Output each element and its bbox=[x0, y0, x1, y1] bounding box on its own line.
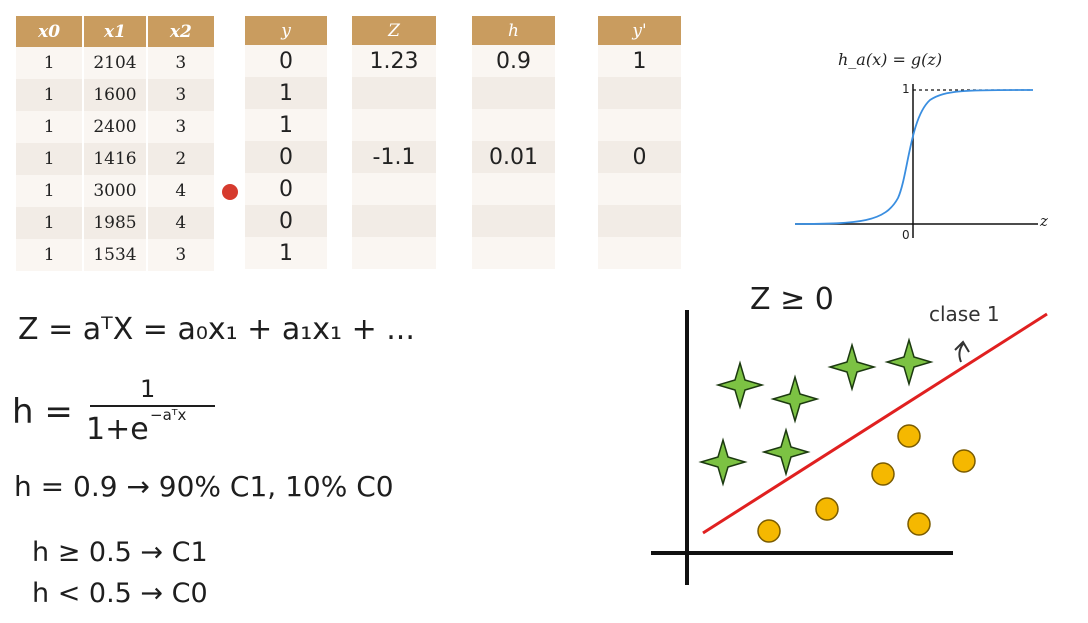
table-row: 1 1985 4 bbox=[16, 207, 214, 239]
table-row: 1 1416 2 bbox=[16, 143, 214, 175]
header-yprime: y' bbox=[598, 16, 681, 45]
table-row: 1 1534 3 bbox=[16, 239, 214, 271]
z-cell bbox=[352, 77, 436, 109]
z-cell: -1.1 bbox=[352, 141, 436, 173]
yprime-cell bbox=[598, 237, 681, 269]
sigmoid-title: h_a(x) = g(z) bbox=[838, 50, 943, 69]
z-column: Z 1.23 -1.1 bbox=[352, 16, 436, 269]
y-cell: 0 bbox=[245, 205, 327, 237]
table-row: 1 2400 3 bbox=[16, 111, 214, 143]
yprime-cell bbox=[598, 173, 681, 205]
circle-point bbox=[757, 519, 781, 543]
note-fraction-num: 1 bbox=[140, 375, 156, 403]
header-z: Z bbox=[352, 16, 436, 45]
label-pointer bbox=[954, 340, 970, 363]
circle-point bbox=[871, 462, 895, 486]
classifier-svg bbox=[651, 310, 1048, 585]
y-cell: 1 bbox=[245, 237, 327, 269]
note-line1: Z = aᵀX = a₀x₁ + a₁x₁ + ... bbox=[18, 312, 415, 347]
sigmoid-y-tick: 1 bbox=[902, 82, 910, 96]
h-cell bbox=[472, 109, 555, 141]
z-cell bbox=[352, 205, 436, 237]
note-fraction-den: 1+e bbox=[86, 412, 149, 447]
header-h: h bbox=[472, 16, 555, 45]
star-point bbox=[770, 374, 820, 424]
header-x2: x2 bbox=[147, 16, 214, 47]
yprime-cell bbox=[598, 109, 681, 141]
condition-label: Z ≥ 0 bbox=[750, 282, 834, 317]
star-point bbox=[761, 427, 811, 477]
y-cell: 0 bbox=[245, 141, 327, 173]
star-point bbox=[715, 360, 765, 410]
star-point bbox=[698, 437, 748, 487]
sigmoid-x-origin: 0 bbox=[902, 228, 910, 242]
class1-points bbox=[698, 337, 934, 487]
z-cell bbox=[352, 109, 436, 141]
z-cell: 1.23 bbox=[352, 45, 436, 77]
yprime-cell bbox=[598, 205, 681, 237]
circle-point bbox=[907, 512, 931, 536]
table-row: 1 3000 4 bbox=[16, 175, 214, 207]
decision-boundary bbox=[702, 312, 1048, 535]
classifier-diagram: Z ≥ 0 clase 1 bbox=[645, 280, 1065, 590]
class0-points bbox=[757, 424, 976, 543]
header-y: y bbox=[245, 16, 327, 45]
note-line4: h ≥ 0.5 → C1 bbox=[32, 537, 208, 568]
h-cell bbox=[472, 205, 555, 237]
note-fraction-exp: −aᵀx bbox=[150, 406, 187, 424]
sigmoid-plot: h_a(x) = g(z) 1 0 z bbox=[790, 48, 1060, 248]
y-cell: 0 bbox=[245, 173, 327, 205]
yprime-cell: 1 bbox=[598, 45, 681, 77]
z-cell bbox=[352, 237, 436, 269]
yprime-cell bbox=[598, 77, 681, 109]
y-cell: 0 bbox=[245, 45, 327, 77]
sigmoid-x-label: z bbox=[1040, 212, 1048, 230]
features-table: x0 x1 x2 1 2104 3 1 1600 3 1 2400 3 1 1416 2 1 30… bbox=[14, 16, 216, 271]
circle-point bbox=[815, 497, 839, 521]
h-cell: 0.01 bbox=[472, 141, 555, 173]
class1-label: clase 1 bbox=[929, 302, 1000, 326]
circle-point bbox=[897, 424, 921, 448]
y-column: y 0 1 1 0 0 0 1 bbox=[245, 16, 327, 269]
fraction-bar bbox=[90, 405, 215, 407]
sigmoid-curve bbox=[794, 89, 1034, 225]
sigmoid-svg bbox=[794, 84, 1038, 238]
note-line3: h = 0.9 → 90% C1, 10% C0 bbox=[14, 470, 394, 503]
star-point bbox=[884, 337, 934, 387]
header-x0: x0 bbox=[16, 16, 83, 47]
y-cell: 1 bbox=[245, 77, 327, 109]
yprime-column: y' 1 0 bbox=[598, 16, 681, 269]
h-cell bbox=[472, 237, 555, 269]
star-point bbox=[827, 342, 877, 392]
circle-point bbox=[952, 449, 976, 473]
h-cell: 0.9 bbox=[472, 45, 555, 77]
pointer-dot bbox=[222, 184, 238, 200]
h-column: h 0.9 0.01 bbox=[472, 16, 555, 269]
y-cell: 1 bbox=[245, 109, 327, 141]
h-cell bbox=[472, 173, 555, 205]
z-cell bbox=[352, 173, 436, 205]
yprime-cell: 0 bbox=[598, 141, 681, 173]
note-line5: h < 0.5 → C0 bbox=[32, 578, 208, 609]
header-x1: x1 bbox=[84, 16, 146, 47]
table-row: 1 1600 3 bbox=[16, 79, 214, 111]
note-h-lhs: h = bbox=[12, 392, 73, 432]
table-row: 1 2104 3 bbox=[16, 47, 214, 79]
h-cell bbox=[472, 77, 555, 109]
